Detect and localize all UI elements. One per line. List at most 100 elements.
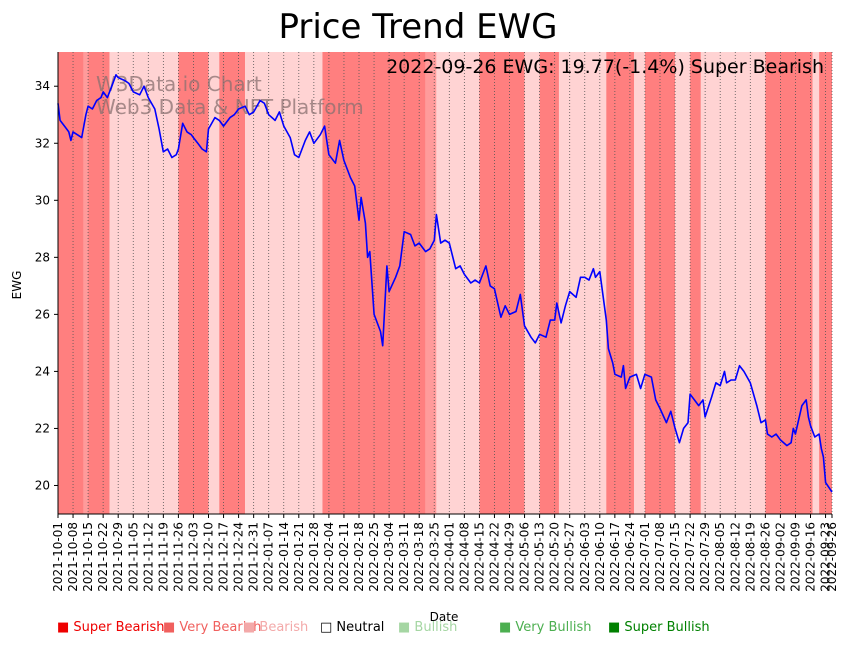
x-tick-label: 2022-01-28: [307, 522, 321, 592]
x-tick-label: 2022-04-01: [442, 522, 456, 592]
x-tick-label: 2022-02-11: [337, 522, 351, 592]
sentiment-band-super_bearish: [479, 52, 525, 514]
x-tick-label: 2021-10-15: [81, 522, 95, 592]
legend-item: ■ Bearish: [243, 620, 309, 635]
x-tick-label: 2022-02-04: [322, 522, 336, 592]
x-tick-label: 2022-06-03: [578, 522, 592, 592]
y-axis-ticks: 20 22 24 26 28 30 32 34: [35, 79, 58, 492]
x-tick-label: 2022-03-18: [412, 522, 426, 592]
x-tick-label: 2021-10-08: [66, 522, 80, 592]
x-tick-label: 2022-03-25: [427, 522, 441, 592]
x-tick-label: 2022-06-17: [608, 522, 622, 592]
x-tick-label: 2022-07-01: [638, 522, 652, 592]
sentiment-band-super_bearish: [58, 52, 84, 514]
sentiment-band-bearish: [109, 52, 179, 514]
sentiment-band-very_bearish: [83, 52, 89, 514]
watermark-text: W3Data.io Chart: [96, 72, 262, 96]
watermark-text: Web3 Data & NFT Platform: [96, 95, 364, 119]
legend-item: ■ Very Bearish: [163, 620, 262, 635]
x-tick-label: 2022-05-06: [518, 522, 532, 592]
x-tick-label: 2022-08-26: [758, 522, 772, 592]
chart-title: Price Trend EWG: [278, 7, 557, 47]
x-tick-label: 2022-02-18: [352, 522, 366, 592]
x-tick-label: 2022-09-02: [773, 522, 787, 592]
sentiment-band-bearish: [700, 52, 766, 514]
y-tick-label: 30: [35, 193, 50, 207]
sentiment-band-bearish: [812, 52, 820, 514]
y-tick-label: 24: [35, 364, 50, 378]
sentiment-band-very_bearish: [425, 52, 437, 514]
y-axis-label: EWG: [10, 271, 24, 300]
legend-item: ■ Super Bullish: [608, 620, 710, 635]
x-tick-label: 2022-04-22: [487, 522, 501, 592]
x-tick-label: 2022-05-27: [563, 522, 577, 592]
x-tick-label: 2022-09-23: [819, 522, 833, 592]
x-tick-label: 2022-05-20: [548, 522, 562, 592]
x-tick-label: 2022-03-11: [397, 522, 411, 592]
x-tick-label: 2022-09-09: [788, 522, 802, 592]
axes: [57, 52, 832, 515]
y-tick-label: 22: [35, 421, 50, 435]
legend-item: ■ Super Bearish: [57, 620, 165, 635]
y-tick-label: 20: [35, 478, 50, 492]
x-tick-label: 2021-12-10: [202, 522, 216, 592]
x-tick-label: 2021-12-24: [232, 522, 246, 592]
x-tick-label: 2022-04-08: [457, 522, 471, 592]
x-tick-label: 2021-12-31: [247, 522, 261, 592]
x-tick-label: 2022-03-04: [382, 522, 396, 592]
x-tick-label: 2022-09-26: [825, 522, 839, 592]
sentiment-band-bearish: [436, 52, 480, 514]
price-line: [57, 74, 833, 493]
x-axis-label: Date: [430, 610, 459, 624]
y-tick-label: 26: [35, 307, 50, 321]
x-tick-label: 2021-12-03: [186, 522, 200, 592]
x-tick-label: 2022-06-10: [593, 522, 607, 592]
x-tick-label: 2021-12-17: [217, 522, 231, 592]
sentiment-band-bearish: [524, 52, 540, 514]
x-tick-label: 2021-10-29: [111, 522, 125, 592]
x-tick-label: 2022-05-13: [533, 522, 547, 592]
chart-annotation: 2022-09-26 EWG: 19.77(-1.4%) Super Beari…: [386, 56, 824, 78]
x-tick-label: 2021-10-22: [96, 522, 110, 592]
x-axis-ticks: 2021-10-01 2021-10-08 2021-10-15 2021-10-22…: [51, 514, 839, 592]
x-tick-label: 2022-07-15: [668, 522, 682, 592]
x-tick-label: 2022-08-05: [713, 522, 727, 592]
x-tick-label: 2022-04-15: [472, 522, 486, 592]
y-tick-label: 28: [35, 250, 50, 264]
sentiment-bands: [58, 52, 832, 514]
legend-item: □ Neutral: [320, 620, 385, 635]
sentiment-band-super_bearish: [765, 52, 813, 514]
x-tick-label: 2022-07-29: [698, 522, 712, 592]
sentiment-band-super_bearish: [88, 52, 110, 514]
x-tick-label: 2021-11-12: [141, 522, 155, 592]
x-tick-label: 2022-01-07: [262, 522, 276, 592]
sentiment-band-super_bearish: [690, 52, 701, 514]
x-tick-label: 2022-01-14: [277, 522, 291, 592]
price-line-layer: [57, 74, 833, 493]
y-tick-label: 34: [35, 79, 50, 93]
x-tick-label: 2022-04-29: [503, 522, 517, 592]
x-tick-label: 2022-07-22: [683, 522, 697, 592]
x-tick-label: 2022-02-25: [367, 522, 381, 592]
y-tick-label: 32: [35, 136, 50, 150]
legend-item: ■ Very Bullish: [499, 620, 592, 635]
legend-item: ■ Bullish: [398, 620, 458, 635]
x-tick-label: 2021-10-01: [51, 522, 65, 592]
sentiment-band-super_bearish: [219, 52, 246, 514]
x-tick-label: 2021-11-26: [171, 522, 185, 592]
x-tick-label: 2022-06-24: [623, 522, 637, 592]
sentiment-band-super_bearish: [539, 52, 559, 514]
x-tick-label: 2022-01-21: [292, 522, 306, 592]
sentiment-band-bearish: [634, 52, 645, 514]
x-tick-label: 2022-07-08: [653, 522, 667, 592]
x-tick-label: 2022-09-16: [804, 522, 818, 592]
x-tick-label: 2022-08-12: [728, 522, 742, 592]
x-tick-label: 2021-11-19: [156, 522, 170, 592]
sentiment-band-bearish: [675, 52, 691, 514]
sentiment-band-bearish: [558, 52, 607, 514]
x-tick-label: 2021-11-05: [126, 522, 140, 592]
sentiment-band-bearish: [208, 52, 220, 514]
x-tick-label: 2022-08-19: [743, 522, 757, 592]
